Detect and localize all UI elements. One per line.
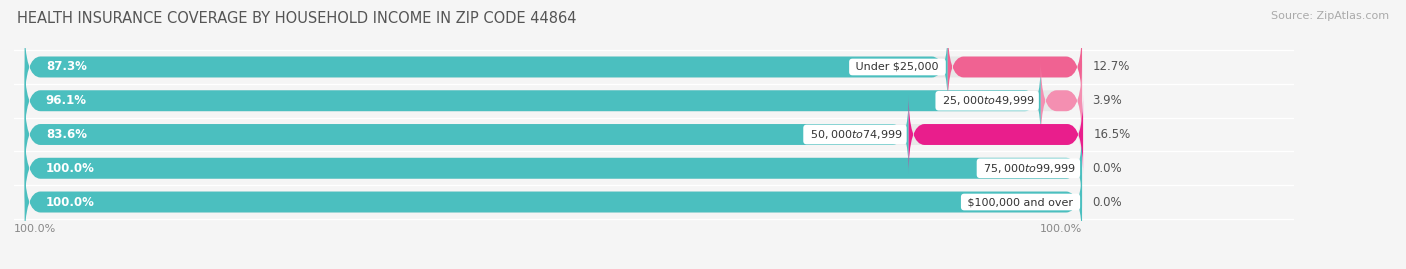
FancyBboxPatch shape	[908, 94, 1083, 175]
Text: 0.0%: 0.0%	[1092, 162, 1122, 175]
FancyBboxPatch shape	[25, 128, 1083, 208]
Text: 96.1%: 96.1%	[46, 94, 87, 107]
Text: 100.0%: 100.0%	[14, 224, 56, 234]
Text: 16.5%: 16.5%	[1094, 128, 1130, 141]
Text: Source: ZipAtlas.com: Source: ZipAtlas.com	[1271, 11, 1389, 21]
Text: $75,000 to $99,999: $75,000 to $99,999	[980, 162, 1077, 175]
FancyBboxPatch shape	[25, 162, 1083, 242]
Text: 83.6%: 83.6%	[46, 128, 87, 141]
FancyBboxPatch shape	[25, 61, 1040, 141]
Text: Under $25,000: Under $25,000	[852, 62, 942, 72]
FancyBboxPatch shape	[1040, 61, 1083, 141]
Text: HEALTH INSURANCE COVERAGE BY HOUSEHOLD INCOME IN ZIP CODE 44864: HEALTH INSURANCE COVERAGE BY HOUSEHOLD I…	[17, 11, 576, 26]
FancyBboxPatch shape	[25, 128, 1083, 208]
Text: 12.7%: 12.7%	[1092, 61, 1130, 73]
Text: 100.0%: 100.0%	[46, 162, 94, 175]
Text: 87.3%: 87.3%	[46, 61, 87, 73]
FancyBboxPatch shape	[948, 27, 1083, 107]
FancyBboxPatch shape	[25, 94, 1083, 175]
Text: $50,000 to $74,999: $50,000 to $74,999	[807, 128, 903, 141]
Text: 100.0%: 100.0%	[46, 196, 94, 208]
Text: 3.9%: 3.9%	[1092, 94, 1122, 107]
FancyBboxPatch shape	[25, 61, 1083, 141]
FancyBboxPatch shape	[25, 162, 1083, 242]
Text: $100,000 and over: $100,000 and over	[965, 197, 1077, 207]
FancyBboxPatch shape	[25, 94, 908, 175]
Text: 0.0%: 0.0%	[1092, 196, 1122, 208]
FancyBboxPatch shape	[25, 27, 1083, 107]
Text: $25,000 to $49,999: $25,000 to $49,999	[939, 94, 1035, 107]
Text: 100.0%: 100.0%	[1040, 224, 1083, 234]
FancyBboxPatch shape	[25, 27, 948, 107]
